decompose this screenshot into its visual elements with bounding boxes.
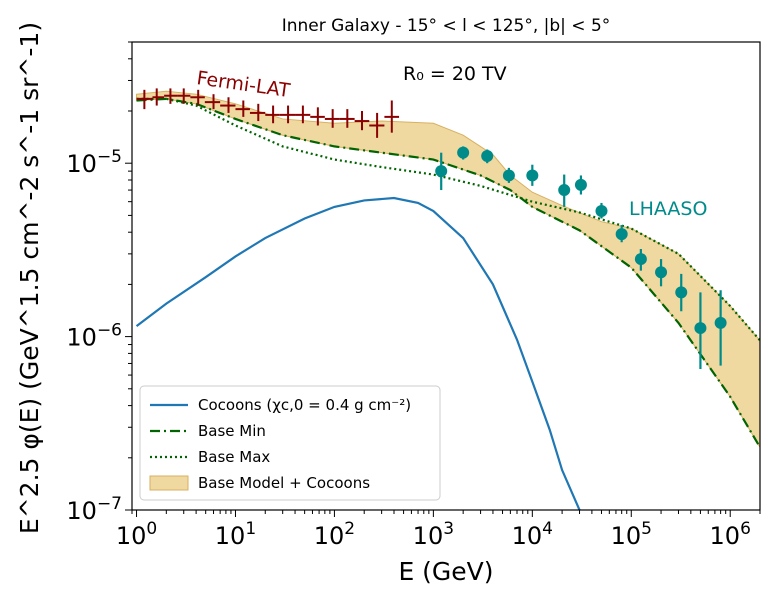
lhaaso-point bbox=[502, 167, 515, 183]
lhaaso-point bbox=[481, 149, 494, 164]
fermi-point bbox=[190, 89, 205, 106]
x-tick-label: 103 bbox=[413, 519, 454, 550]
lhaaso-point bbox=[675, 273, 688, 312]
lhaaso-point bbox=[655, 259, 668, 287]
fermi-point bbox=[279, 105, 296, 124]
lhaaso-point bbox=[634, 249, 647, 271]
lhaaso-point bbox=[615, 225, 628, 243]
legend-label: Cocoons (χc,0 = 0.4 g cm⁻²) bbox=[198, 396, 411, 414]
lhaaso-marker bbox=[714, 316, 727, 329]
plot-frame bbox=[131, 41, 761, 511]
lhaaso-marker bbox=[634, 253, 647, 266]
legend-label: Base Model + Cocoons bbox=[198, 474, 370, 492]
lhaaso-marker bbox=[574, 178, 587, 191]
lhaaso-marker bbox=[526, 169, 539, 182]
axes-layer: 100 101 102 103 104 105 106 10−7 10−6 10−5 bbox=[66, 41, 761, 550]
fermi-point bbox=[177, 88, 191, 104]
lhaaso-marker bbox=[595, 205, 608, 218]
x-axis-label: E (GeV) bbox=[398, 557, 493, 586]
fermi-point bbox=[369, 112, 385, 138]
x-tick-label: 104 bbox=[512, 519, 553, 550]
lhaaso-point bbox=[457, 146, 470, 160]
line-base-min bbox=[136, 97, 760, 448]
lhaaso-marker bbox=[615, 228, 628, 241]
fermi-point bbox=[136, 89, 153, 110]
lhaaso-label: LHAASO bbox=[629, 198, 707, 220]
fermi-label: Fermi-LAT bbox=[195, 67, 291, 102]
fermi-point bbox=[354, 111, 370, 131]
y-tick-label: 10−5 bbox=[66, 147, 122, 178]
lhaaso-marker bbox=[655, 266, 668, 279]
y-tick-label: 10−7 bbox=[66, 494, 122, 525]
chart-title: Inner Galaxy - 15° < l < 125°, |b| < 5° bbox=[282, 16, 611, 36]
y-axis-label: E^2.5 φ(E) (GeV^1.5 cm^-2 s^-1 sr^-1) bbox=[15, 22, 44, 534]
x-tick-label: 102 bbox=[314, 519, 355, 550]
legend-label: Base Max bbox=[198, 448, 270, 466]
fermi-point bbox=[310, 107, 325, 126]
line-cocoons bbox=[135, 196, 581, 510]
fermi-point bbox=[384, 100, 400, 133]
legend: Cocoons (χc,0 = 0.4 g cm⁻²) Base Min Base … bbox=[139, 385, 441, 501]
legend-swatch bbox=[149, 475, 189, 491]
fermi-point bbox=[339, 109, 355, 128]
legend-label: Base Min bbox=[198, 422, 266, 440]
lhaaso-marker bbox=[435, 165, 448, 178]
lhaaso-marker bbox=[694, 322, 707, 335]
fermi-point bbox=[265, 105, 280, 124]
points-layer bbox=[136, 88, 727, 370]
fermi-point bbox=[204, 94, 221, 110]
x-tick-label: 105 bbox=[611, 519, 652, 550]
legend-entry: Base Max bbox=[150, 448, 270, 466]
legend-entry: Base Min bbox=[150, 422, 266, 440]
lhaaso-point bbox=[558, 174, 571, 207]
x-tick-label: 106 bbox=[710, 519, 751, 550]
lhaaso-point bbox=[526, 164, 539, 186]
lhaaso-marker bbox=[502, 169, 515, 182]
lhaaso-point bbox=[435, 152, 448, 191]
fermi-point bbox=[235, 100, 250, 117]
x-tick-label: 101 bbox=[215, 519, 256, 550]
line-base-max bbox=[136, 97, 760, 342]
lhaaso-point bbox=[694, 292, 707, 370]
lines-layer bbox=[135, 97, 760, 510]
lhaaso-marker bbox=[481, 150, 494, 163]
lhaaso-marker bbox=[558, 184, 571, 197]
r0-annotation: R₀ = 20 TV bbox=[403, 63, 507, 85]
legend-entry: Cocoons (χc,0 = 0.4 g cm⁻²) bbox=[150, 396, 411, 414]
fermi-point bbox=[295, 105, 311, 124]
lhaaso-point bbox=[714, 290, 727, 366]
legend-box bbox=[139, 385, 441, 501]
legend-entry: Base Model + Cocoons bbox=[149, 474, 370, 492]
lhaaso-point bbox=[595, 202, 608, 219]
fermi-point bbox=[152, 88, 165, 106]
fermi-point bbox=[324, 109, 340, 128]
lhaaso-marker bbox=[457, 146, 470, 159]
lhaaso-marker bbox=[675, 286, 688, 299]
lhaaso-point bbox=[574, 175, 587, 195]
x-tick-label: 100 bbox=[116, 519, 157, 550]
fermi-point bbox=[220, 97, 236, 113]
fermi-point bbox=[249, 103, 266, 122]
fermi-point bbox=[164, 88, 178, 104]
y-tick-label: 10−6 bbox=[66, 321, 122, 352]
